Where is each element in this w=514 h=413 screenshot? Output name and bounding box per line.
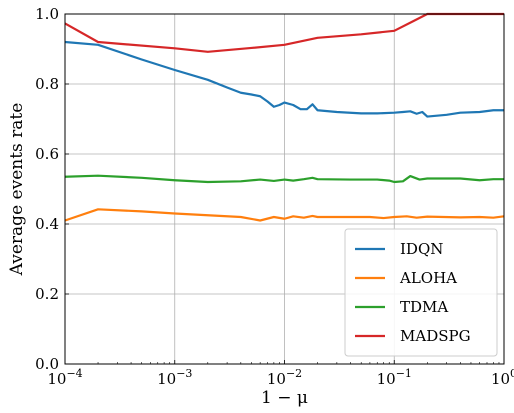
x-tick-label: 10−4	[47, 367, 82, 388]
legend-label: IDQN	[400, 240, 443, 258]
tick-labels: 0.0 0.2 0.4 0.6 0.8 1.0 10−4 10−3 10−2 10−1 100	[35, 5, 514, 388]
y-tick-label: 0.0	[35, 355, 59, 373]
legend: IDQN ALOHA TDMA MADSPG	[344, 228, 498, 357]
series-line-aloha	[64, 208, 505, 222]
y-tick-label: 0.2	[35, 285, 59, 303]
x-tick-label: 10−3	[157, 367, 192, 388]
legend-label: MADSPG	[400, 327, 471, 345]
x-tick-label: 10−1	[377, 367, 412, 388]
x-axis-label: 1 − μ	[261, 388, 308, 408]
y-tick-label: 0.4	[35, 215, 59, 233]
legend-box	[344, 228, 498, 357]
y-tick-label: 0.6	[35, 145, 59, 163]
series-line-tdma	[64, 174, 504, 184]
x-tick-label: 100	[491, 367, 514, 388]
legend-label: TDMA	[400, 298, 448, 316]
legend-label: ALOHA	[399, 269, 457, 287]
y-tick-label: 0.8	[35, 75, 59, 93]
series-line-idqn	[64, 40, 504, 118]
y-tick-label: 1.0	[35, 5, 59, 23]
y-axis-label: Average events rate	[7, 103, 27, 277]
x-tick-label: 10−2	[267, 367, 302, 388]
